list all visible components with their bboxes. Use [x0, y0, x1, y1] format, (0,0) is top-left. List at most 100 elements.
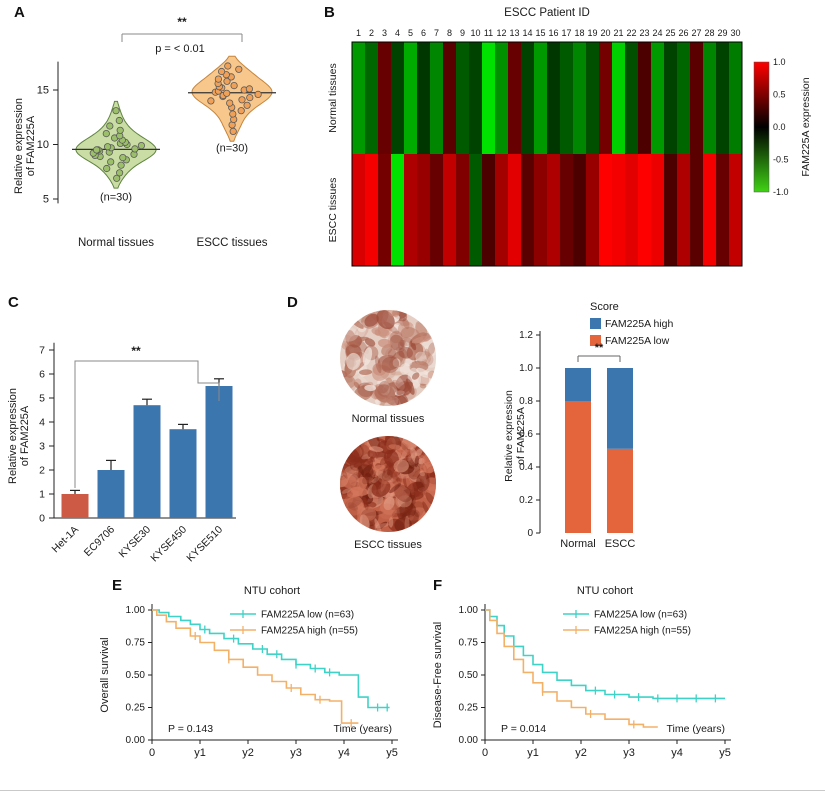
histology-image-normal: [340, 310, 436, 406]
bar-KYSE30: [133, 405, 161, 518]
cell-line-bar-chart: 0 1 2 3 4 5 6 7 Relative expression of FAM225A Het…: [7, 342, 236, 565]
heatmap-cell: [469, 42, 482, 154]
y-tick-label: 0.8: [519, 396, 533, 407]
x-tick-label: y3: [290, 747, 302, 759]
heatmap-cell: [599, 42, 612, 154]
stack-segment-FAM225A low: [565, 401, 591, 533]
tissue-texture: [374, 355, 382, 374]
tissue-texture: [367, 449, 377, 459]
legend-label: FAM225A high: [605, 318, 673, 330]
violin-point: [102, 130, 110, 138]
column-id: 15: [535, 28, 545, 38]
y-tick-label: 0.6: [519, 429, 533, 440]
y-axis-title: Relative expression: [7, 388, 19, 484]
heatmap-cell: [599, 154, 612, 266]
violin-point: [237, 107, 245, 115]
tissue-texture: [345, 496, 363, 509]
tissue-texture: [398, 509, 419, 529]
panel-label-b: B: [324, 4, 335, 21]
heatmap-cell: [703, 154, 716, 266]
colorbar-title: FAM225A expression: [800, 77, 812, 176]
heatmap-cell: [677, 42, 690, 154]
tissue-texture: [419, 470, 425, 477]
heatmap-cell: [729, 154, 742, 266]
violin-point: [137, 142, 145, 150]
tissue-texture: [374, 384, 395, 403]
group-label: Normal tissues: [78, 237, 154, 249]
y-axis-title: Relative expression: [503, 390, 515, 482]
tissue-texture: [389, 483, 401, 494]
tissue-texture: [353, 500, 364, 509]
heatmap-cell: [573, 154, 586, 266]
violin-chart: 5 10 15 Relative expression of FAM225A (n=30)…: [13, 15, 276, 249]
tissue-texture: [372, 476, 380, 484]
tissue-texture: [358, 476, 368, 490]
heatmap-cell: [365, 42, 378, 154]
tissue-texture: [410, 340, 417, 351]
colorbar-tick-label: 0.5: [773, 90, 786, 100]
heatmap-chart: ESCC Patient ID1 2 3 4 5 6 7 8 9 10 11 12 13 14 15 16 17…: [327, 7, 812, 267]
heatmap-cell: [612, 42, 625, 154]
violin-point: [235, 65, 243, 73]
heatmap-cell: [443, 154, 456, 266]
y-tick-label: 6: [39, 369, 45, 381]
heatmap-border: [351, 41, 743, 267]
heatmap-cell: [378, 154, 391, 266]
y-tick-label: 7: [39, 345, 45, 357]
column-id: 16: [548, 28, 558, 38]
tissue-stacked-bar-panel: Normal tissues ESCC tissues Score FAM225A h…: [340, 301, 673, 551]
heatmap-cell: [716, 154, 729, 266]
tissue-texture: [390, 330, 403, 344]
tissue-texture: [347, 502, 358, 511]
violin-point: [116, 169, 124, 177]
tissue-texture: [385, 396, 393, 404]
tissue-texture: [394, 484, 412, 503]
y-tick-label: 15: [37, 85, 49, 97]
violin-point: [229, 110, 237, 118]
tissue-texture: [347, 486, 364, 498]
violin-point: [238, 96, 246, 104]
tissue-texture: [400, 449, 408, 461]
tissue-texture: [409, 491, 420, 499]
heatmap-cell: [677, 154, 690, 266]
heatmap-cell: [508, 154, 521, 266]
colorbar-tick-label: -1.0: [773, 187, 789, 197]
heatmap-cell: [625, 154, 638, 266]
stack-segment-FAM225A low: [607, 448, 633, 533]
violin-point: [103, 164, 111, 173]
panel-label-d: D: [287, 294, 298, 311]
x-category-label: KYSE510: [184, 524, 225, 565]
bar-KYSE510: [205, 386, 233, 518]
row-label: ESCC tissues: [327, 178, 339, 243]
panel-label-e: E: [112, 577, 123, 594]
heatmap-cell: [430, 154, 443, 266]
column-id: 28: [704, 28, 714, 38]
x-tick-label: 0: [149, 747, 155, 759]
y-tick-label: 1.2: [519, 330, 533, 341]
x-axis-title: Time (years): [666, 723, 725, 735]
y-tick-label: 2: [39, 465, 45, 477]
heatmap-cell: [495, 42, 508, 154]
heatmap-cell: [560, 154, 573, 266]
heatmap-cell: [638, 154, 651, 266]
column-id: 26: [678, 28, 688, 38]
stack-segment-FAM225A high: [565, 368, 591, 401]
sig-stars: **: [595, 342, 604, 354]
y-tick-label: 5: [39, 393, 45, 405]
tissue-texture: [381, 356, 400, 374]
column-id: 10: [470, 28, 480, 38]
legend-label: FAM225A high (n=55): [261, 626, 358, 637]
heatmap-cell: [404, 42, 417, 154]
tissue-texture: [351, 467, 359, 475]
y-tick-label: 0.75: [459, 638, 479, 649]
km-curve-high: [152, 609, 359, 724]
tissue-texture: [396, 381, 414, 396]
heatmap-cell: [560, 42, 573, 154]
image-caption: Normal tissues: [352, 413, 425, 425]
heatmap-cell: [690, 42, 703, 154]
column-id: 20: [600, 28, 610, 38]
column-id: 25: [665, 28, 675, 38]
tissue-texture: [414, 455, 419, 468]
y-tick-label: 1.0: [519, 363, 533, 374]
x-tick-label: y4: [671, 747, 683, 759]
